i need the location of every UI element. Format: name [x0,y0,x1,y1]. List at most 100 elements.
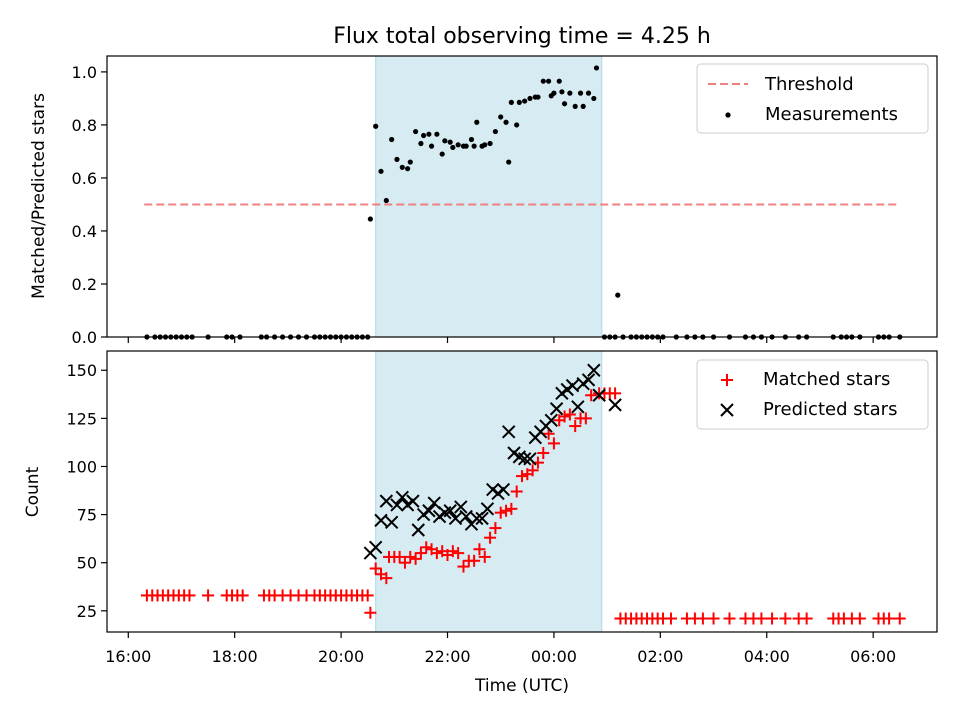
measurement-point [482,142,488,148]
matched-star-point [452,547,465,560]
x-tick-label: 04:00 [744,647,790,666]
measurement-point [540,78,546,84]
matched-star-point [446,545,459,558]
top-axes-frame [106,55,938,338]
matched-star-point [883,612,896,625]
measurement-point [561,101,568,107]
predicted-stars-points [363,363,622,560]
matched-star-point [420,541,433,554]
measurement-point [591,95,597,102]
predicted-star-point [480,502,495,516]
predicted-star-point [571,400,585,414]
predicted-star-point [523,452,537,466]
matched-star-point [398,556,411,569]
matched-star-point [558,410,571,423]
matched-star-point [505,502,518,515]
legend-predicted-label: Predicted stars [763,399,897,420]
predicted-star-point [384,515,399,530]
bottom-observing-window-shade [375,350,603,633]
matched-star-point [537,447,550,460]
measurement-point [559,89,565,95]
legend-matched-swatch [721,374,733,386]
matched-star-point [664,612,677,625]
matched-star-point [569,420,582,433]
bottom-panel: 25 50 75 100 125 150 16:00 18:00 20:00 22:00 00:0… [23,350,938,696]
predicted-star-point [379,494,394,508]
matched-star-point [755,612,768,625]
matched-star-point [430,547,443,560]
matched-star-point [500,504,513,517]
predicted-star-point [448,511,463,526]
matched-star-point [510,485,523,498]
matched-star-point [457,560,470,573]
measurement-point [474,119,480,125]
predicted-star-point [565,378,580,393]
measurement-point [527,95,533,102]
top-observing-window-shade [375,55,603,338]
measurement-point [367,216,373,222]
measurement-point [428,143,435,149]
measurement-point [420,132,427,139]
top-legend-box [696,63,929,134]
top-y-tick-label: 0.4 [72,222,97,241]
measurement-point [585,90,592,96]
predicted-star-point [368,540,383,555]
matched-star-point [484,531,497,544]
matched-star-point [579,412,592,425]
bottom-x-ticks: 16:00 18:00 20:00 22:00 00:00 02:00 04:00 06:00 [105,632,896,666]
predicted-star-point [592,388,606,402]
matched-star-point [516,470,528,483]
measurement-point [551,90,557,96]
x-tick-label: 20:00 [318,647,364,666]
bottom-y-ticks: 25 50 75 100 125 150 [66,361,107,621]
measurement-point [577,90,584,96]
measurement-point [471,143,477,149]
bottom-axes-frame [106,350,938,633]
bottom-legend: Matched stars Predicted stars [696,359,929,430]
measurement-point [508,99,514,105]
legend-predicted-swatch [720,403,734,417]
predicted-star-point [411,523,425,537]
top-measurement-points [144,65,903,340]
measurement-point [514,122,520,128]
legend-threshold-label: Threshold [764,74,854,95]
measurement-point [468,136,475,143]
matched-star-point [696,612,709,625]
measurement-point [442,138,448,144]
top-legend: Threshold Measurements [696,63,929,134]
measurement-point [498,114,504,120]
predicted-star-point [406,494,420,508]
bottom-legend-box [696,359,929,430]
bottom-y-axis-label: Count [23,466,43,517]
matched-star-point [853,612,866,625]
x-tick-label: 16:00 [105,647,151,666]
predicted-star-point [587,363,601,377]
matched-star-point [478,550,491,563]
bottom-y-tick-label: 50 [77,554,97,573]
bottom-y-tick-label: 125 [66,409,97,428]
matched-star-point [380,572,393,585]
predicted-star-point [395,490,409,504]
matched-star-point [369,562,382,575]
matched-star-point [494,506,507,519]
measurement-point [373,123,379,129]
x-tick-label: 18:00 [212,647,258,666]
predicted-star-point [544,413,558,427]
measurement-point [516,99,522,105]
measurement-point [492,128,498,135]
measurement-point [556,78,562,84]
top-y-tick-label: 0.6 [72,169,97,188]
measurement-point [463,143,469,149]
measurement-point [450,144,456,151]
matched-star-point [585,389,598,402]
bottom-y-tick-label: 75 [77,506,97,525]
predicted-star-point [581,373,596,387]
measurement-point [487,140,493,147]
matched-star-point [236,589,249,602]
measurement-point [522,98,528,104]
bottom-y-tick-label: 100 [66,457,97,476]
predicted-star-point [443,504,457,518]
top-y-tick-label: 0.0 [72,328,97,347]
measurement-point [394,156,400,162]
